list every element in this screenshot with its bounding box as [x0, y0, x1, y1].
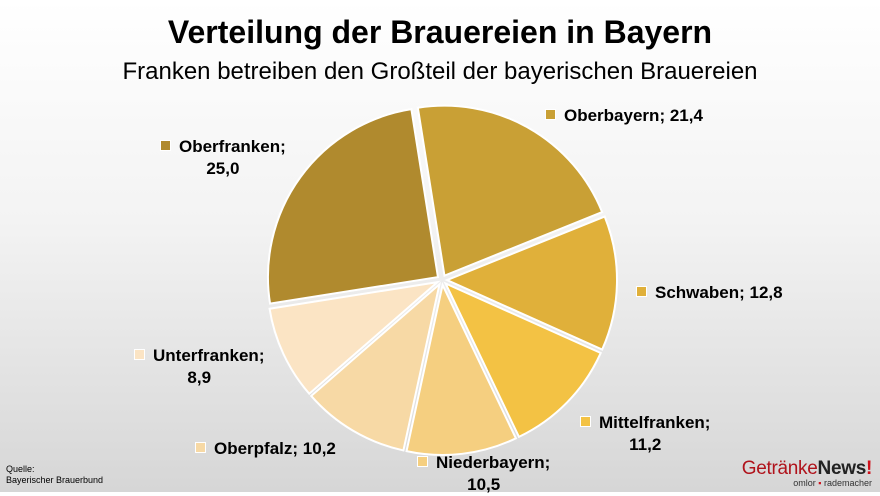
legend-swatch	[580, 416, 591, 427]
label-mittelfranken: Mittelfranken; 11,2	[580, 412, 710, 456]
legend-swatch	[636, 286, 647, 297]
label-niederbayern: Niederbayern; 10,5	[417, 452, 550, 496]
pie-slice-niederbayern	[405, 281, 518, 456]
source-note: Quelle: Bayerischer Brauerbund	[6, 464, 103, 486]
label-oberfranken: Oberfranken; 25,0	[160, 136, 286, 180]
label-schwaben: Schwaben; 12,8	[636, 282, 783, 304]
pie-slice-oberpfalz	[309, 281, 442, 452]
chart-title: Verteilung der Brauereien in Bayern	[167, 14, 713, 50]
pie-slice-oberfranken	[267, 108, 440, 305]
legend-swatch	[417, 456, 428, 467]
label-oberpfalz: Oberpfalz; 10,2	[195, 438, 336, 460]
legend-swatch	[160, 140, 171, 151]
pie-slice-oberbayern	[416, 104, 604, 278]
label-oberbayern: Oberbayern; 21,4	[545, 105, 703, 127]
getraenkenews-logo: GetränkeNews! omlor ▪ rademacher	[741, 458, 873, 488]
source-name: Bayerischer Brauerbund	[6, 475, 104, 485]
legend-swatch	[134, 349, 145, 360]
pie-slice-unterfranken	[268, 280, 441, 396]
legend-swatch	[545, 109, 556, 120]
chart-subtitle: Franken betreiben den Großteil der bayer…	[122, 58, 758, 85]
label-unterfranken: Unterfranken; 8,9	[134, 345, 264, 389]
pie-slice-mittelfranken	[443, 281, 603, 439]
source-label: Quelle:	[6, 464, 35, 474]
pie-slice-schwaben	[444, 215, 618, 351]
legend-swatch	[195, 442, 206, 453]
